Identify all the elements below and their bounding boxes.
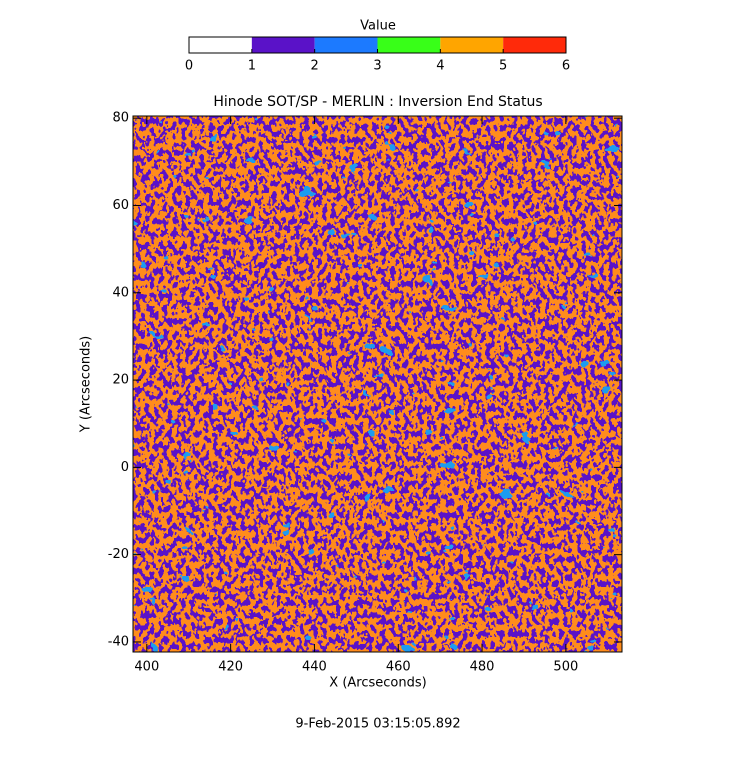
- colorbar-tick-label: 4: [436, 59, 444, 74]
- colorbar-segment: [440, 37, 504, 53]
- colorbar-tick-label: 0: [185, 59, 193, 74]
- colorbar-label: Value: [360, 19, 396, 34]
- y-tick-label: 0: [121, 460, 129, 475]
- plot-frame: [132, 115, 623, 653]
- y-tick-label: 60: [112, 198, 129, 213]
- colorbar-tick-label: 6: [562, 59, 570, 74]
- colorbar-tick-label: 1: [248, 59, 256, 74]
- y-tick-label: 20: [112, 373, 129, 388]
- x-tick-label: 500: [553, 660, 578, 675]
- y-tick-label: 40: [112, 285, 129, 300]
- colorbar-segment: [503, 37, 566, 53]
- y-tick-label: -40: [108, 634, 129, 649]
- x-tick-label: 440: [302, 660, 327, 675]
- x-tick-label: 400: [134, 660, 159, 675]
- x-axis-label: X (Arcseconds): [329, 676, 426, 691]
- footer-date: 9-Feb-2015 03:15:05.892: [295, 717, 460, 732]
- x-tick-label: 480: [470, 660, 495, 675]
- x-tick-label: 460: [386, 660, 411, 675]
- y-tick-label: 80: [112, 111, 129, 126]
- y-tick-label: -20: [108, 547, 129, 562]
- colorbar-tick-label: 5: [499, 59, 507, 74]
- x-tick-label: 420: [218, 660, 243, 675]
- colorbar-segment: [314, 37, 378, 53]
- colorbar-tick-label: 2: [311, 59, 319, 74]
- status-map: [133, 116, 622, 652]
- colorbar-segment: [377, 37, 441, 53]
- colorbar-segment: [251, 37, 315, 53]
- y-axis-label: Y (Arcseconds): [79, 336, 94, 433]
- chart-title: Hinode SOT/SP - MERLIN : Inversion End S…: [213, 94, 542, 110]
- colorbar-segment: [189, 37, 252, 53]
- colorbar-tick-label: 3: [373, 59, 381, 74]
